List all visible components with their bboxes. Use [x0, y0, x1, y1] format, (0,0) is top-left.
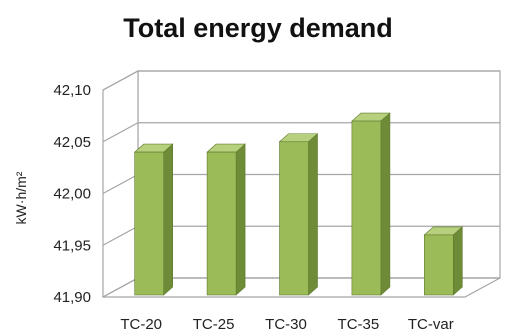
y-tick-label: 42,00 — [53, 186, 91, 203]
x-tick-label: TC-var — [408, 316, 454, 333]
x-axis-ticks: TC-20 TC-25 TC-30 TC-35 TC-var — [120, 316, 453, 333]
bar — [133, 143, 174, 296]
x-tick-label: TC-25 — [193, 316, 235, 333]
y-tick-label: 41,95 — [53, 237, 91, 254]
bar-side — [452, 226, 463, 296]
bar — [351, 112, 391, 296]
bar — [423, 226, 464, 296]
bar-front — [423, 234, 454, 296]
bar-front — [351, 120, 382, 296]
bar-front — [279, 141, 309, 296]
bar-side — [163, 143, 173, 296]
x-tick-label: TC-35 — [338, 316, 380, 333]
bar-front — [206, 151, 237, 296]
bar-front — [134, 151, 164, 296]
y-tick-label: 42,10 — [53, 82, 91, 99]
y-axis-label: kW·h/m² — [13, 171, 29, 224]
bar — [206, 143, 246, 296]
y-tick-label: 41,90 — [53, 289, 91, 306]
bars — [133, 112, 464, 296]
y-tick-label: 42,05 — [53, 134, 91, 151]
x-tick-label: TC-30 — [265, 316, 307, 333]
bar-side — [235, 143, 246, 296]
gridline — [102, 70, 500, 91]
bar-side — [308, 133, 318, 296]
bar-side — [380, 112, 391, 296]
chart-title: Total energy demand — [123, 13, 393, 43]
x-tick-label: TC-20 — [120, 316, 162, 333]
bar — [278, 133, 319, 296]
y-axis-ticks: 42,10 42,05 42,00 41,95 41,90 — [53, 82, 91, 306]
